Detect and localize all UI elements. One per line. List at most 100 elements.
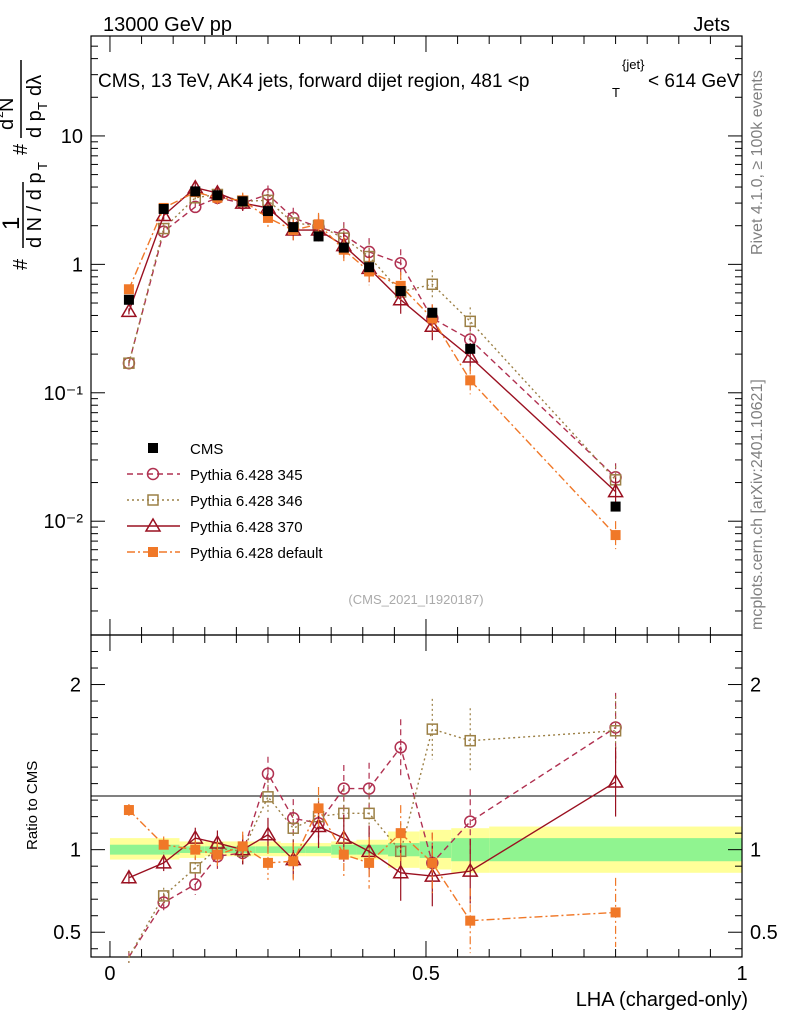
band-inner-12 — [489, 838, 742, 862]
svg-text:T: T — [35, 162, 50, 170]
data-point — [364, 262, 375, 273]
data-point — [395, 286, 406, 297]
data-point — [190, 186, 201, 197]
header-energy: 13000 GeV pp — [103, 14, 232, 36]
data-point — [610, 530, 621, 541]
svg-text:d N / d p: d N / d p — [24, 172, 46, 248]
ratio-point — [123, 805, 134, 816]
legend-entry-pythia-6-428-345: Pythia 6.428 345 — [127, 467, 303, 484]
data-point — [313, 231, 324, 242]
ratio-point — [610, 907, 621, 918]
ratio-point — [363, 807, 375, 820]
data-point — [123, 284, 134, 295]
data-point — [395, 280, 406, 291]
legend-label: CMS — [190, 441, 223, 458]
ratio-y-tick-label: 1 — [70, 840, 81, 862]
ratio-point — [609, 725, 622, 737]
main-y-tick-label: 1 — [72, 254, 83, 276]
band-inner-9 — [388, 843, 420, 857]
ratio-point — [189, 878, 202, 891]
ratio-point — [259, 826, 277, 841]
analysis-id: (CMS_2021_I1920187) — [348, 592, 483, 607]
header-category: Jets — [693, 14, 730, 36]
data-point — [262, 206, 273, 217]
ratio-point — [310, 818, 327, 833]
plot-title: CMS, 13 TeV, AK4 jets, forward dijet reg… — [98, 57, 740, 100]
data-point — [158, 203, 169, 214]
rivet-label: Rivet 4.1.0, ≥ 100k events — [749, 70, 766, 255]
svg-text:d: d — [0, 119, 18, 130]
title-main: CMS, 13 TeV, AK4 jets, forward dijet reg… — [98, 71, 529, 92]
mcplots-label: mcplots.cern.ch [arXiv:2401.10621] — [749, 379, 766, 630]
ratio-point — [465, 915, 476, 926]
ratio-point — [287, 822, 300, 834]
ratio-point — [212, 849, 223, 860]
ratio-series-pythia-6-428-default — [123, 786, 621, 954]
main-series — [120, 179, 624, 550]
svg-text:2: 2 — [0, 111, 6, 118]
data-point — [461, 348, 479, 363]
ratio-point — [394, 741, 407, 754]
ratio-point — [262, 791, 274, 803]
ratio-point — [261, 767, 275, 780]
ratio-plot-frame — [90, 634, 743, 958]
ratio-point — [607, 773, 624, 788]
ratio-line-pythia-6-428-345 — [128, 726, 616, 958]
data-point — [120, 302, 138, 318]
ratio-point — [463, 815, 477, 828]
data-point — [610, 501, 621, 512]
ratio-y-tick-label-right: 1 — [750, 840, 761, 862]
data-point — [288, 222, 299, 233]
band-inner-0 — [109, 844, 180, 855]
ratio-x-tick-label: 0 — [104, 963, 115, 985]
title-superscript: {jet} — [622, 57, 645, 72]
data-point — [394, 257, 407, 270]
legend-marker — [148, 443, 158, 453]
ratio-y-tick-label-right: 2 — [750, 675, 761, 697]
main-y-tick-label: 10⁻¹ — [44, 383, 84, 405]
series-cms — [123, 186, 621, 512]
svg-text:d p: d p — [24, 110, 46, 138]
title-tail: < 614 GeV — [648, 71, 740, 92]
main-axes: 10⁻² 10⁻¹ 1 10 — [44, 35, 743, 635]
svg-text:dλ: dλ — [24, 75, 46, 96]
data-point — [465, 375, 476, 386]
ratio-point — [190, 844, 201, 855]
ratio-y-tick-label: 0.5 — [53, 922, 81, 944]
legend-label: Pythia 6.428 default — [190, 545, 323, 562]
data-point — [123, 294, 134, 305]
ratio-uncertainty-bands — [109, 826, 742, 873]
main-y-axis-label: # 1 d N / d p T # d 2 N d p T dλ — [0, 60, 50, 270]
legend-entry-pythia-6-428-370: Pythia 6.428 370 — [127, 517, 303, 536]
data-point — [607, 483, 624, 498]
x-axis-label: LHA (charged-only) — [576, 989, 748, 1011]
legend-label: Pythia 6.428 370 — [190, 519, 303, 536]
ratio-point — [392, 864, 410, 879]
series-line-pythia-6-428-345 — [128, 193, 617, 478]
svg-text:T: T — [35, 102, 50, 110]
main-y-tick-label: 10 — [61, 126, 83, 148]
main-plot-frame — [90, 35, 743, 636]
legend-marker — [146, 467, 160, 481]
band-inner-6 — [305, 846, 332, 853]
ratio-x-tick-label: 0.5 — [412, 963, 440, 985]
svg-text:#: # — [10, 143, 32, 155]
legend: CMS Pythia 6.428 345 Pythia 6.428 346 Pythi… — [127, 441, 323, 562]
ratio-point — [338, 849, 349, 860]
ratio-y-axis-label: Ratio to CMS — [24, 761, 41, 850]
ratio-point — [262, 857, 273, 868]
legend-label: Pythia 6.428 346 — [190, 493, 303, 510]
main-y-tick-label: 10⁻² — [44, 511, 84, 533]
data-point — [427, 307, 438, 318]
svg-text:#: # — [10, 258, 32, 270]
data-point — [313, 219, 324, 230]
data-point — [262, 212, 273, 223]
data-point — [338, 242, 349, 253]
data-point — [465, 343, 476, 354]
svg-text:1: 1 — [0, 217, 25, 230]
ratio-point — [120, 869, 138, 884]
ratio-line-pythia-6-428-370 — [128, 781, 616, 879]
band-inner-10 — [419, 841, 452, 858]
legend-entry-pythia-6-428-346: Pythia 6.428 346 — [127, 493, 303, 510]
